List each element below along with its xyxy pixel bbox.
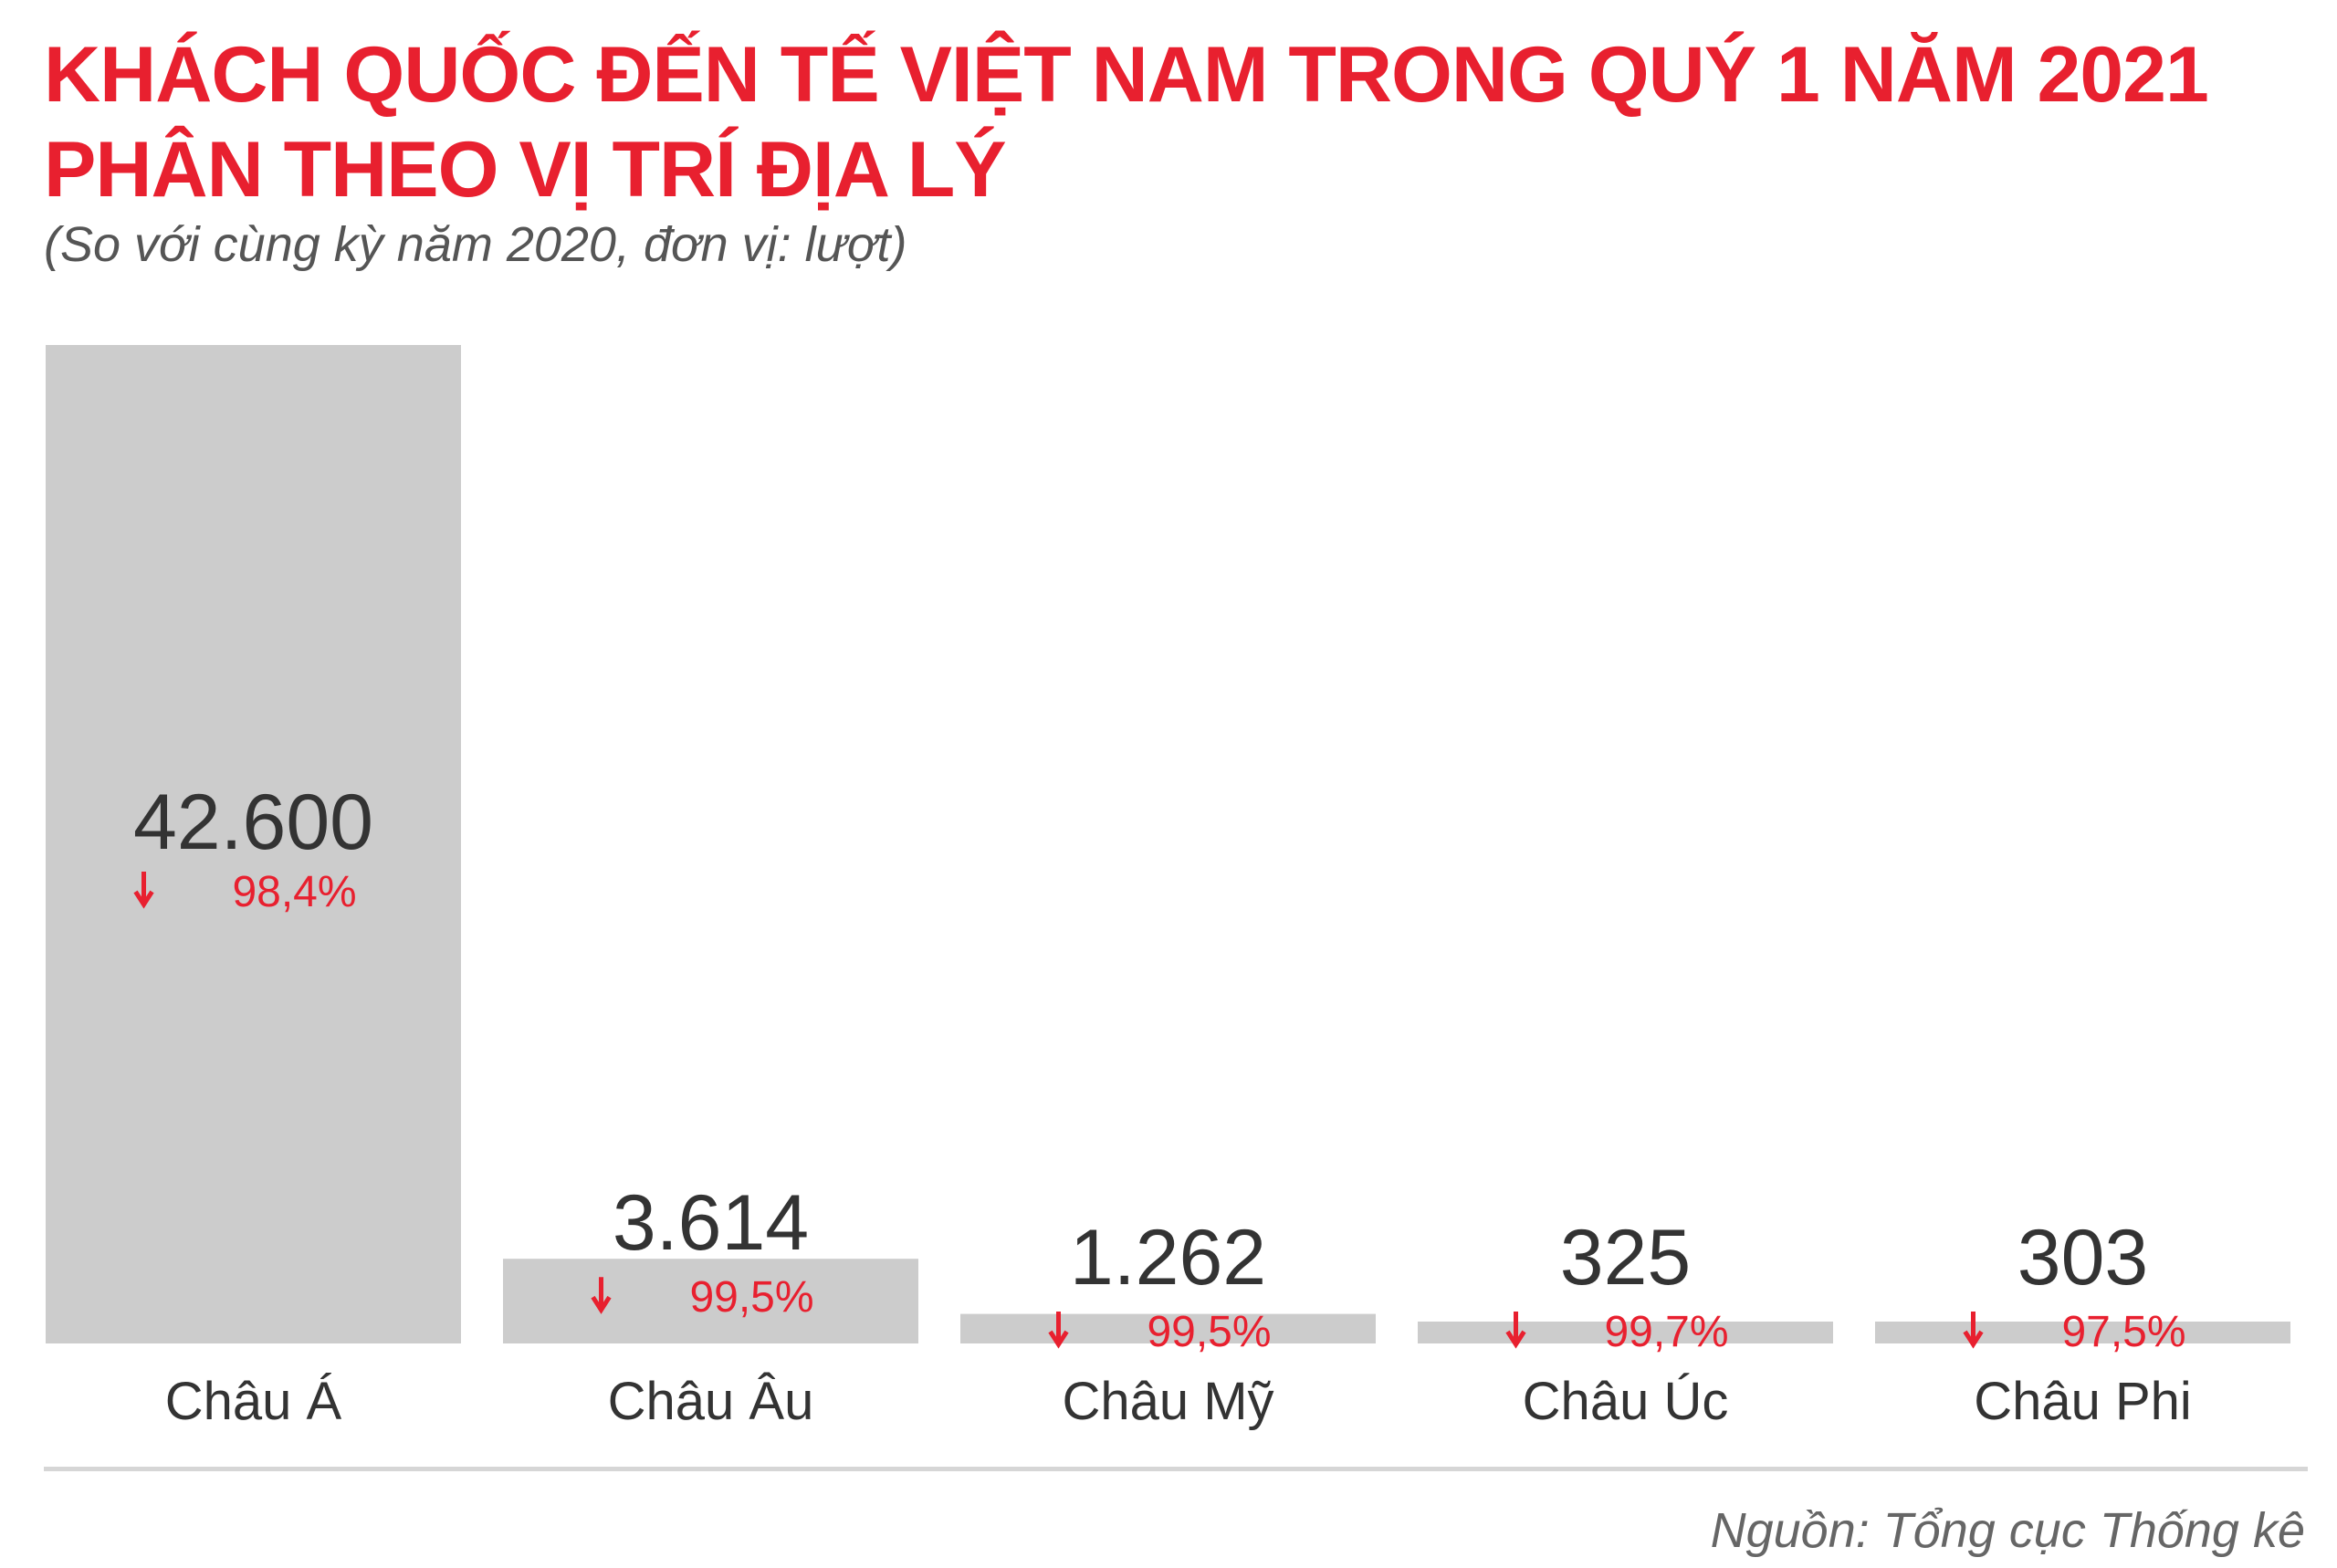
bar xyxy=(1875,1322,2290,1343)
bar-value-label: 303 xyxy=(2017,1214,2149,1301)
bar-change-label: 97,5% xyxy=(2061,1308,2185,1356)
bar-change-group: 99,5% xyxy=(1048,1308,1272,1356)
bar-value-label: 325 xyxy=(1560,1214,1692,1301)
bar xyxy=(46,345,461,1343)
arrow-down-icon xyxy=(1048,1312,1069,1349)
bar xyxy=(960,1313,1376,1343)
bar-change-label: 99,7% xyxy=(1604,1308,1728,1356)
bar xyxy=(503,1259,918,1343)
chart-title: KHÁCH QUỐC ĐẾN TẾ VIỆT NAM TRONG QUÝ 1 N… xyxy=(44,27,2209,217)
category-label: Châu Á xyxy=(165,1372,342,1431)
bar-change-group: 99,7% xyxy=(1505,1308,1729,1356)
bar-value-label: 3.614 xyxy=(613,1179,809,1267)
bar xyxy=(1418,1322,1833,1343)
arrow-down-icon xyxy=(1963,1312,1984,1349)
footer-divider xyxy=(44,1467,2308,1471)
bar-change-label: 98,4% xyxy=(232,868,356,916)
chart-title-line-1: KHÁCH QUỐC ĐẾN TẾ VIỆT NAM TRONG QUÝ 1 N… xyxy=(44,31,2209,119)
bar-change-group: 97,5% xyxy=(1963,1308,2186,1356)
arrow-down-icon xyxy=(1505,1312,1526,1349)
arrow-down-icon xyxy=(133,872,154,909)
category-label: Châu Úc xyxy=(1523,1372,1729,1431)
category-label: Châu Âu xyxy=(608,1372,814,1431)
bar-change-label: 99,5% xyxy=(1147,1308,1271,1356)
bar-change-label: 99,5% xyxy=(689,1273,813,1322)
category-label: Châu Phi xyxy=(1974,1372,2192,1431)
category-label: Châu Mỹ xyxy=(1062,1372,1273,1431)
chart-subtitle: (So với cùng kỳ năm 2020, đơn vị: lượt) xyxy=(44,217,907,272)
bar-value-label: 42.600 xyxy=(133,779,373,866)
bar-change-group: 98,4% xyxy=(133,868,357,916)
bar-change-group: 99,5% xyxy=(591,1273,814,1322)
arrow-down-icon xyxy=(591,1277,612,1314)
source-note: Nguồn: Tổng cục Thống kê xyxy=(1710,1503,2305,1558)
chart-title-line-2: PHÂN THEO VỊ TRÍ ĐỊA LÝ xyxy=(44,126,1007,214)
bar-value-label: 1.262 xyxy=(1070,1214,1266,1301)
